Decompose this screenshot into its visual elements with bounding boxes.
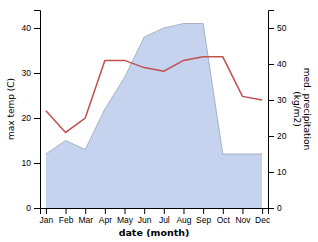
tick-label: 10 xyxy=(22,158,32,168)
tick-label: 20 xyxy=(277,131,287,141)
x-axis: Jan Feb Mar Apr May Jun Jul Aug Sep Oct Nov Dec xyxy=(40,208,271,225)
tick-label: Dec xyxy=(255,215,271,225)
tick-label: 0 xyxy=(277,203,282,213)
tick-label: Jun xyxy=(138,215,152,225)
tick: 50 xyxy=(268,23,287,33)
axis-line xyxy=(41,209,269,215)
tick: Jan xyxy=(40,208,54,225)
tick: 10 xyxy=(268,167,287,177)
tick-label: Jul xyxy=(159,215,170,225)
tick-label: 30 xyxy=(277,95,287,105)
tick-mark xyxy=(268,208,274,209)
axis-line xyxy=(269,11,275,209)
tick: Apr xyxy=(99,208,112,225)
tick-label: Feb xyxy=(59,215,74,225)
tick-mark xyxy=(268,172,274,173)
tick-label: May xyxy=(117,215,134,225)
tick-mark xyxy=(34,28,40,29)
tick-mark xyxy=(268,64,274,65)
tick-label: 20 xyxy=(22,113,32,123)
tick-label: Sep xyxy=(196,215,211,225)
tick-mark xyxy=(66,208,67,214)
tick: Jun xyxy=(138,208,152,225)
marks xyxy=(46,24,262,209)
tick: Oct xyxy=(217,208,231,225)
tick-mark xyxy=(242,208,243,214)
tick-label: Aug xyxy=(176,215,191,225)
tick: 30 xyxy=(22,68,40,78)
tick: 0 xyxy=(268,203,282,213)
tick-label: Apr xyxy=(99,215,112,225)
tick: 40 xyxy=(268,59,287,69)
tick-mark xyxy=(268,28,274,29)
area xyxy=(46,24,262,209)
tick-mark xyxy=(268,136,274,137)
tick-label: 0 xyxy=(26,203,31,213)
tick-mark xyxy=(105,208,106,214)
axis-line xyxy=(34,11,41,209)
tick-label: 50 xyxy=(277,23,287,33)
tick-label: 40 xyxy=(277,59,287,69)
tick-mark xyxy=(34,208,40,209)
tick-mark xyxy=(262,208,263,214)
y2-axis-title-line: (kg/m2) xyxy=(292,91,302,126)
tick-mark xyxy=(268,100,274,101)
tick: Sep xyxy=(196,208,211,225)
tick-label: 30 xyxy=(22,68,32,78)
tick: 20 xyxy=(22,113,40,123)
tick-mark xyxy=(125,208,126,214)
tick-mark xyxy=(203,208,204,214)
tick-mark xyxy=(34,73,40,74)
y2-axis-title-line: med. precipitation xyxy=(302,68,312,150)
y-axis-title: max temp (C) xyxy=(6,78,16,140)
chart: Jan Feb Mar Apr May Jun Jul Aug Sep Oct Nov Dec 0 10 2… xyxy=(0,0,318,242)
tick-label: 10 xyxy=(277,167,287,177)
tick: Feb xyxy=(59,208,74,225)
tick-mark xyxy=(164,208,165,214)
line xyxy=(46,57,262,133)
tick-mark xyxy=(183,208,184,214)
tick: 10 xyxy=(22,158,40,168)
y-axis: 0 10 20 30 40 xyxy=(22,11,41,214)
tick-mark xyxy=(144,208,145,214)
tick: 0 xyxy=(26,203,40,213)
area-edge xyxy=(46,24,262,155)
tick: Jul xyxy=(159,208,170,225)
plot: Jan Feb Mar Apr May Jun Jul Aug Sep Oct Nov Dec 0 10 2… xyxy=(22,11,287,226)
x-axis-title: date (month) xyxy=(119,227,190,238)
tick: 40 xyxy=(22,23,40,33)
tick-mark xyxy=(223,208,224,214)
tick-label: Jan xyxy=(40,215,54,225)
tick-mark xyxy=(46,208,47,214)
tick: Aug xyxy=(176,208,191,225)
tick: 20 xyxy=(268,131,287,141)
tick-mark xyxy=(34,118,40,119)
tick-label: Mar xyxy=(78,215,93,225)
tick: May xyxy=(117,208,134,225)
tick-mark xyxy=(85,208,86,214)
tick-label: Oct xyxy=(217,215,231,225)
tick-mark xyxy=(34,163,40,164)
y2-axis: 0 10 20 30 40 50 xyxy=(268,11,287,214)
tick-label: Nov xyxy=(235,215,251,225)
tick: 30 xyxy=(268,95,287,105)
tick: Mar xyxy=(78,208,93,225)
tick: Dec xyxy=(255,208,271,225)
y2-axis-title: med. precipitation(kg/m2) xyxy=(292,68,312,150)
tick-label: 40 xyxy=(22,23,32,33)
tick: Nov xyxy=(235,208,251,225)
